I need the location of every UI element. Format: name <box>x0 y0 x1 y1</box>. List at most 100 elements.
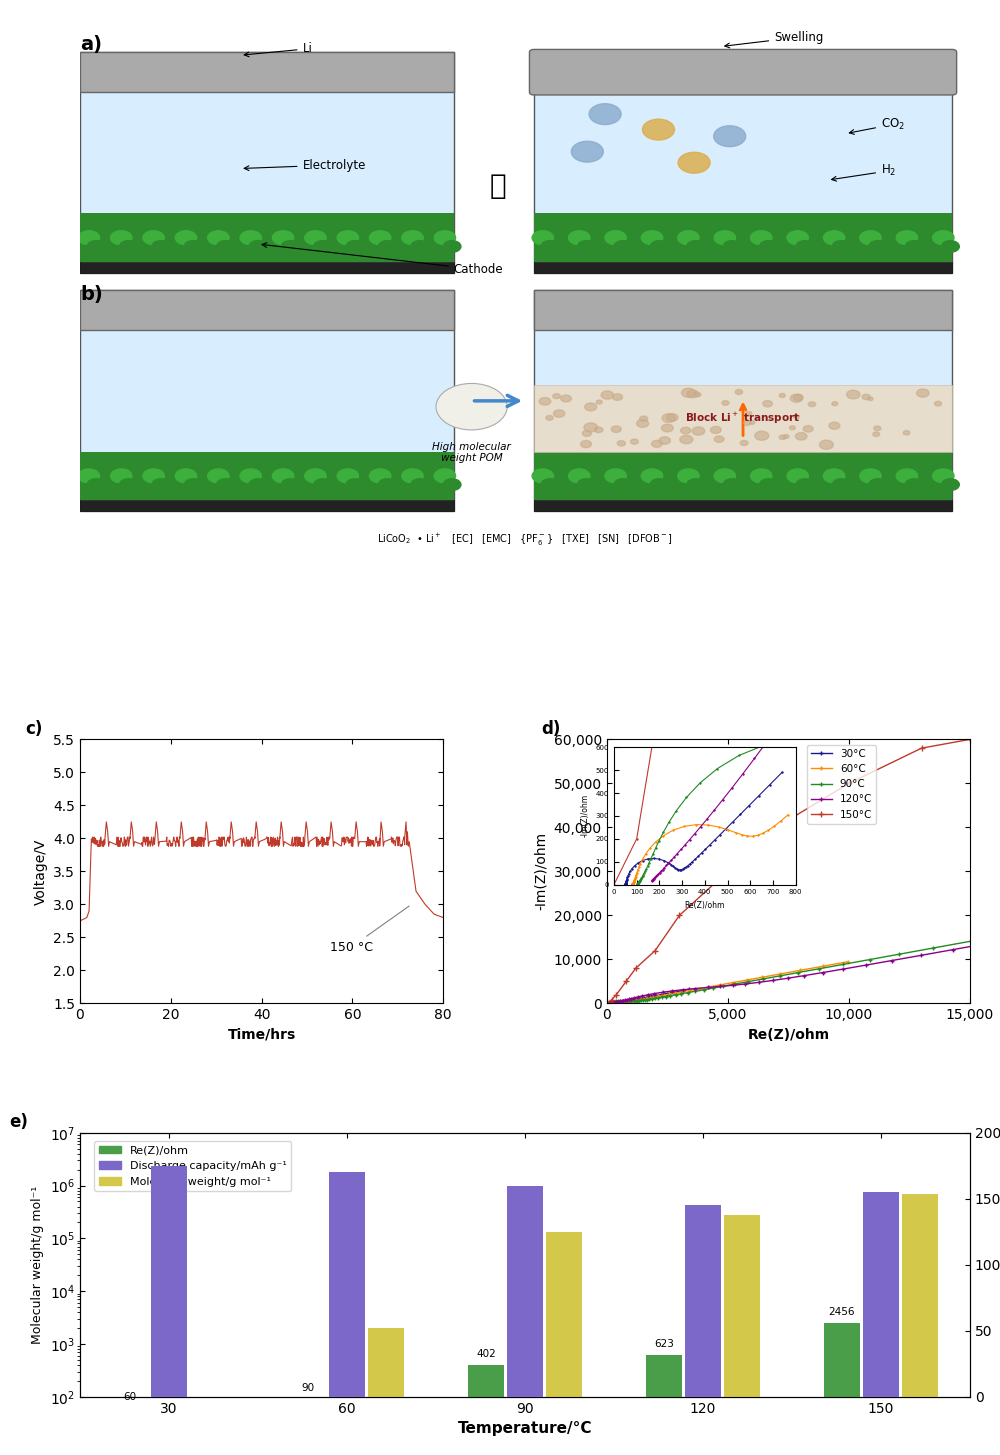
30°C <box>602 995 614 1013</box>
150°C <box>843 774 855 792</box>
Circle shape <box>582 431 591 436</box>
Text: e): e) <box>9 1113 28 1132</box>
30°C <box>602 995 614 1013</box>
Bar <box>80 52 454 274</box>
Circle shape <box>819 439 833 450</box>
Text: 🔥: 🔥 <box>490 172 507 199</box>
X-axis label: Re(Z)/ohm: Re(Z)/ohm <box>747 1027 829 1042</box>
Circle shape <box>87 479 105 490</box>
Circle shape <box>723 240 741 252</box>
Bar <box>368 1328 404 1455</box>
Text: Block Li$^+$ transport: Block Li$^+$ transport <box>685 410 801 426</box>
Text: 623: 623 <box>654 1339 674 1349</box>
Circle shape <box>746 412 752 415</box>
150°C <box>722 863 734 880</box>
120°C <box>614 992 626 1010</box>
Circle shape <box>779 435 786 439</box>
Text: Electrolyte: Electrolyte <box>244 159 366 172</box>
Circle shape <box>584 423 598 432</box>
30°C <box>604 994 616 1011</box>
Circle shape <box>735 390 743 394</box>
Circle shape <box>208 469 229 483</box>
Bar <box>534 262 952 274</box>
Circle shape <box>402 231 423 244</box>
Circle shape <box>789 426 795 429</box>
Circle shape <box>787 231 808 244</box>
Circle shape <box>637 419 649 428</box>
120°C <box>605 995 617 1013</box>
120°C <box>621 991 633 1008</box>
Circle shape <box>594 428 603 432</box>
Circle shape <box>143 231 164 244</box>
Circle shape <box>640 416 648 422</box>
60°C <box>604 994 616 1011</box>
Bar <box>546 1232 582 1455</box>
Circle shape <box>783 435 789 438</box>
90°C <box>603 995 615 1013</box>
Line: 150°C: 150°C <box>604 736 973 1007</box>
Bar <box>80 291 454 330</box>
Circle shape <box>694 393 701 397</box>
Line: 90°C: 90°C <box>607 890 1000 1005</box>
Circle shape <box>662 413 675 422</box>
Circle shape <box>630 439 638 444</box>
Circle shape <box>369 469 391 483</box>
Circle shape <box>759 240 777 252</box>
Circle shape <box>119 240 137 252</box>
Text: 60: 60 <box>123 1392 136 1403</box>
Circle shape <box>571 141 603 162</box>
Circle shape <box>832 402 838 406</box>
Bar <box>685 1205 721 1397</box>
Circle shape <box>436 384 507 429</box>
Bar <box>824 1324 860 1455</box>
Circle shape <box>661 425 673 432</box>
Circle shape <box>847 390 860 399</box>
Circle shape <box>272 469 294 483</box>
Circle shape <box>641 231 663 244</box>
Circle shape <box>249 240 267 252</box>
Text: b): b) <box>80 285 103 304</box>
Circle shape <box>617 441 625 447</box>
Bar <box>80 52 454 92</box>
Circle shape <box>678 153 710 173</box>
Circle shape <box>678 469 699 483</box>
Circle shape <box>577 479 595 490</box>
Circle shape <box>78 469 100 483</box>
Bar <box>190 1403 226 1455</box>
Bar <box>151 1165 187 1397</box>
Circle shape <box>779 393 785 397</box>
Circle shape <box>710 426 721 434</box>
Circle shape <box>678 231 699 244</box>
Text: CO$_2$: CO$_2$ <box>849 116 905 134</box>
Text: 90: 90 <box>301 1384 314 1394</box>
150°C <box>610 986 622 1004</box>
Circle shape <box>314 479 331 490</box>
Circle shape <box>411 240 429 252</box>
Circle shape <box>605 469 626 483</box>
Circle shape <box>751 469 772 483</box>
Circle shape <box>346 479 364 490</box>
Circle shape <box>152 240 170 252</box>
Circle shape <box>175 469 197 483</box>
Circle shape <box>601 391 614 399</box>
Text: Cathode: Cathode <box>262 243 503 276</box>
Circle shape <box>687 390 699 397</box>
90°C <box>603 995 615 1013</box>
Circle shape <box>281 479 299 490</box>
Circle shape <box>541 240 559 252</box>
Circle shape <box>611 426 621 432</box>
Circle shape <box>305 469 326 483</box>
Circle shape <box>443 240 461 252</box>
30°C <box>608 994 620 1011</box>
90°C <box>607 994 619 1011</box>
Y-axis label: Voltage/V: Voltage/V <box>34 838 48 905</box>
Circle shape <box>714 469 736 483</box>
Circle shape <box>874 426 881 431</box>
Circle shape <box>581 441 592 448</box>
Bar <box>80 214 454 262</box>
Y-axis label: Molecular weight/g mol⁻¹: Molecular weight/g mol⁻¹ <box>31 1186 44 1344</box>
Circle shape <box>143 469 164 483</box>
Circle shape <box>763 400 772 407</box>
Circle shape <box>832 479 850 490</box>
150°C <box>770 819 782 837</box>
